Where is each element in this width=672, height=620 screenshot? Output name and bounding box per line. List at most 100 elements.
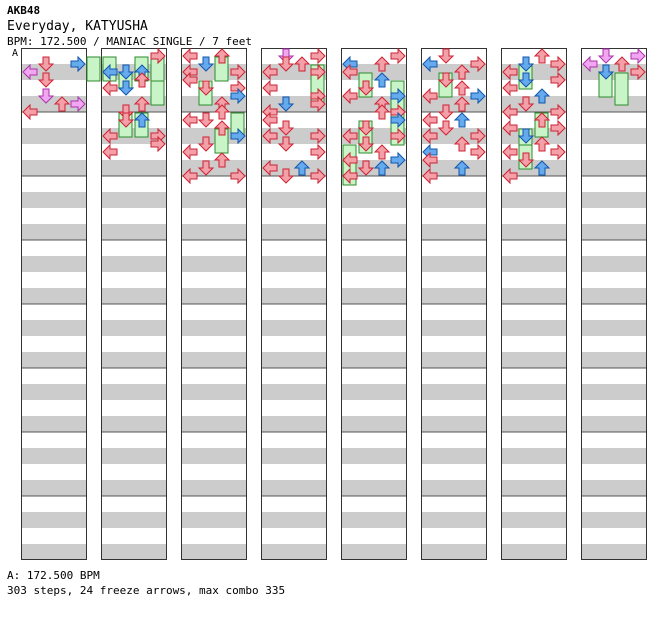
- left-arrow-icon: [262, 111, 278, 129]
- beat-stripe: [341, 256, 407, 272]
- beat-stripe: [101, 416, 167, 432]
- down-arrow-icon: [117, 64, 135, 80]
- right-arrow-icon: [390, 111, 406, 129]
- down-arrow-icon: [117, 80, 135, 96]
- beat-stripe: [581, 384, 647, 400]
- beat-stripe: [181, 192, 247, 208]
- beat-stripe: [21, 480, 87, 496]
- beat-stripe: [181, 384, 247, 400]
- beat-stripe: [341, 288, 407, 304]
- beat-stripe: [501, 160, 567, 176]
- beat-stripe: [581, 128, 647, 144]
- beat-stripe: [261, 544, 327, 560]
- down-arrow-icon: [197, 80, 215, 96]
- beat-stripe: [581, 160, 647, 176]
- down-arrow-icon: [37, 56, 55, 72]
- left-arrow-icon: [502, 119, 518, 137]
- beat-stripe: [341, 64, 407, 80]
- down-arrow-icon: [37, 72, 55, 88]
- beat-stripe: [501, 544, 567, 560]
- up-arrow-icon: [453, 80, 471, 96]
- beat-stripe: [341, 416, 407, 432]
- down-arrow-icon: [517, 72, 535, 88]
- left-arrow-icon: [422, 55, 438, 73]
- beat-stripe: [421, 256, 487, 272]
- right-arrow-icon: [310, 47, 326, 65]
- right-arrow-icon: [470, 55, 486, 73]
- beat-stripe: [261, 384, 327, 400]
- column-border: [501, 48, 567, 560]
- up-arrow-icon: [373, 144, 391, 160]
- beat-stripe: [101, 288, 167, 304]
- up-arrow-icon: [453, 64, 471, 80]
- beat-stripe: [261, 256, 327, 272]
- right-arrow-icon: [470, 87, 486, 105]
- beat-stripe: [341, 352, 407, 368]
- up-arrow-icon: [133, 96, 151, 112]
- beat-stripe: [501, 224, 567, 240]
- up-arrow-icon: [213, 48, 231, 64]
- right-arrow-icon: [230, 127, 246, 145]
- up-arrow-icon: [373, 72, 391, 88]
- right-arrow-icon: [230, 63, 246, 81]
- beat-stripe: [341, 544, 407, 560]
- beat-stripe: [341, 480, 407, 496]
- left-arrow-icon: [342, 167, 358, 185]
- beat-stripe: [261, 448, 327, 464]
- beat-stripe: [101, 544, 167, 560]
- beat-stripe: [181, 480, 247, 496]
- right-arrow-icon: [390, 151, 406, 169]
- left-arrow-icon: [342, 151, 358, 169]
- right-arrow-icon: [230, 87, 246, 105]
- up-arrow-icon: [213, 152, 231, 168]
- beat-stripe: [21, 544, 87, 560]
- down-arrow-icon: [597, 48, 615, 64]
- up-arrow-icon: [373, 56, 391, 72]
- beat-stripe: [581, 480, 647, 496]
- beat-stripe: [21, 288, 87, 304]
- beat-stripe: [341, 192, 407, 208]
- beat-stripe: [581, 192, 647, 208]
- up-arrow-icon: [533, 48, 551, 64]
- beat-stripe: [181, 224, 247, 240]
- beat-stripe: [581, 224, 647, 240]
- right-arrow-icon: [310, 127, 326, 145]
- column-border: [581, 48, 647, 560]
- beat-stripe: [101, 352, 167, 368]
- beat-stripe: [341, 448, 407, 464]
- right-arrow-icon: [550, 103, 566, 121]
- beat-stripe: [261, 512, 327, 528]
- right-arrow-icon: [230, 167, 246, 185]
- left-arrow-icon: [342, 63, 358, 81]
- up-arrow-icon: [213, 120, 231, 136]
- beat-stripe: [421, 160, 487, 176]
- beat-stripe: [21, 224, 87, 240]
- up-arrow-icon: [453, 136, 471, 152]
- beat-stripe: [421, 96, 487, 112]
- right-arrow-icon: [470, 143, 486, 161]
- up-arrow-icon: [373, 104, 391, 120]
- up-arrow-icon: [533, 136, 551, 152]
- down-arrow-icon: [437, 104, 455, 120]
- beat-stripe: [581, 448, 647, 464]
- beat-stripe: [261, 288, 327, 304]
- beat-stripe: [581, 352, 647, 368]
- down-arrow-icon: [117, 112, 135, 128]
- up-arrow-icon: [293, 56, 311, 72]
- right-arrow-icon: [310, 95, 326, 113]
- right-arrow-icon: [70, 55, 86, 73]
- left-arrow-icon: [422, 151, 438, 169]
- beat-stripe: [21, 128, 87, 144]
- right-arrow-icon: [550, 143, 566, 161]
- beat-stripe: [501, 352, 567, 368]
- beat-stripe: [101, 320, 167, 336]
- beat-stripe: [181, 416, 247, 432]
- beat-stripe: [501, 448, 567, 464]
- beat-stripe: [181, 160, 247, 176]
- column-border: [261, 48, 327, 560]
- beat-stripe: [21, 96, 87, 112]
- left-arrow-icon: [102, 63, 118, 81]
- beat-stripe: [501, 320, 567, 336]
- beat-stripe: [21, 448, 87, 464]
- beat-stripe: [261, 128, 327, 144]
